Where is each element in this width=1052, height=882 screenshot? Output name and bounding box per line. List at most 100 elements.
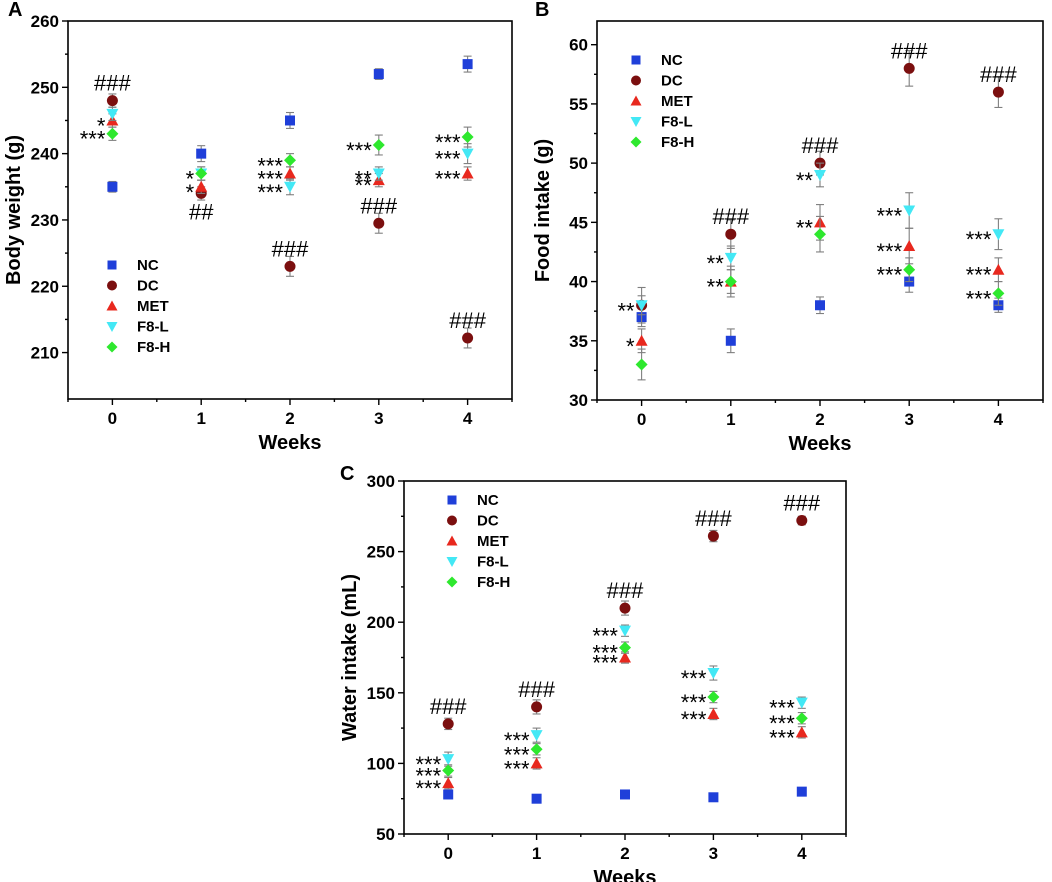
series-met — [442, 651, 808, 790]
legend-label: F8-L — [661, 114, 693, 131]
data-point — [462, 332, 474, 344]
data-point — [992, 263, 1005, 275]
significance-annotation: *** — [592, 624, 618, 649]
x-tick-label: 2 — [285, 409, 294, 428]
y-tick-label: 35 — [569, 332, 588, 351]
x-axis-label: Weeks — [788, 433, 851, 455]
x-tick-label: 3 — [374, 409, 383, 428]
significance-annotation: *** — [257, 167, 283, 192]
legend-label: MET — [137, 298, 169, 315]
legend-marker — [630, 117, 642, 127]
data-point — [106, 95, 118, 107]
y-tick-label: 50 — [376, 825, 395, 844]
significance-annotation: *** — [769, 711, 795, 736]
significance-annotation: *** — [966, 227, 992, 252]
significance-annotation: ### — [783, 491, 820, 516]
significance-annotation: * — [97, 113, 106, 138]
y-tick-label: 40 — [569, 273, 588, 292]
data-point — [796, 786, 807, 797]
data-point — [442, 754, 455, 766]
significance-annotation: * — [186, 180, 195, 205]
data-point — [903, 263, 916, 276]
series-f8-l — [635, 162, 1005, 324]
legend-label: MET — [661, 93, 693, 110]
y-tick-label: 45 — [569, 213, 588, 232]
x-tick-label: 4 — [797, 844, 807, 863]
data-point — [373, 69, 384, 80]
significance-annotation: ### — [430, 694, 467, 719]
panel-label: B — [535, 0, 549, 21]
data-point — [461, 148, 474, 160]
significance-annotation: *** — [681, 707, 707, 732]
series-dc — [442, 515, 808, 731]
significance-annotation: *** — [681, 690, 707, 715]
significance-annotation: * — [626, 334, 635, 359]
legend-label: F8-H — [477, 574, 510, 591]
data-point — [373, 217, 385, 229]
legend-marker — [106, 322, 118, 332]
y-tick-label: 250 — [31, 78, 59, 97]
x-axis-label: Weeks — [593, 867, 656, 882]
significance-annotation: *** — [592, 641, 618, 666]
significance-annotation: ### — [272, 236, 309, 261]
data-point — [461, 131, 474, 144]
x-tick-label: 0 — [443, 844, 452, 863]
significance-annotation: ## — [189, 199, 214, 224]
significance-annotation: *** — [504, 728, 530, 753]
legend-marker — [631, 75, 641, 86]
y-axis-label: Water intake (mL) — [339, 574, 361, 741]
x-tick-label: 1 — [726, 410, 735, 429]
significance-annotation: ** — [796, 168, 814, 193]
data-point — [903, 205, 916, 217]
data-point — [462, 59, 473, 70]
y-tick-label: 55 — [569, 95, 588, 114]
significance-annotation: *** — [257, 153, 283, 178]
data-point — [285, 115, 295, 126]
legend-label: NC — [477, 492, 499, 509]
significance-annotation: *** — [504, 756, 530, 781]
legend-label: NC — [661, 52, 683, 69]
y-axis-label: Food intake (g) — [532, 139, 554, 282]
data-point — [992, 229, 1005, 241]
data-point — [620, 789, 630, 800]
legend-marker — [107, 280, 117, 291]
data-point — [619, 651, 631, 663]
y-tick-label: 50 — [569, 154, 588, 173]
data-point — [725, 228, 737, 240]
significance-annotation: ** — [355, 167, 373, 192]
plot-frame — [67, 20, 513, 400]
y-tick-label: 30 — [569, 391, 588, 410]
legend-marker — [446, 535, 458, 546]
panel-label: C — [340, 463, 354, 485]
legend-label: DC — [137, 278, 159, 295]
data-point — [707, 707, 720, 719]
legend-label: DC — [661, 73, 683, 90]
legend-marker — [106, 300, 118, 311]
x-tick-label: 0 — [637, 410, 646, 429]
significance-annotation: *** — [769, 725, 795, 750]
x-tick-label: 1 — [196, 409, 205, 428]
series-nc — [636, 270, 1004, 354]
significance-annotation: *** — [966, 263, 992, 288]
data-point — [531, 701, 543, 713]
legend-label: F8-H — [661, 134, 694, 151]
significance-annotation: *** — [346, 138, 372, 163]
data-point — [619, 602, 631, 614]
data-point — [195, 180, 208, 192]
legend-marker — [106, 341, 118, 353]
series-nc — [443, 786, 807, 804]
data-point — [992, 86, 1004, 98]
significance-annotation: ### — [449, 308, 486, 333]
data-point — [724, 252, 737, 264]
data-point — [284, 260, 296, 272]
data-point — [992, 287, 1005, 300]
x-tick-label: 1 — [532, 844, 541, 863]
legend: NC DC MET F8-L F8-H — [106, 257, 170, 356]
data-point — [284, 181, 296, 193]
x-tick-label: 2 — [815, 410, 824, 429]
data-point — [903, 240, 916, 252]
y-tick-label: 150 — [367, 684, 395, 703]
legend-marker — [447, 515, 457, 526]
legend-label: DC — [477, 513, 499, 530]
y-axis-label: Body weight (g) — [3, 135, 25, 285]
